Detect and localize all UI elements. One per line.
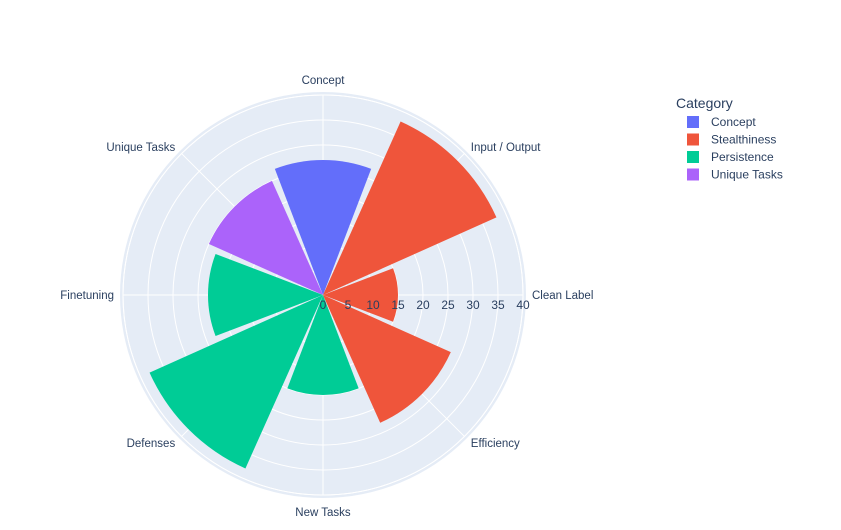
angular-label-concept: Concept bbox=[302, 75, 346, 87]
legend-swatch bbox=[687, 151, 699, 163]
angular-label-clean-label: Clean Label bbox=[532, 290, 593, 302]
angular-label-input-output: Input / Output bbox=[471, 142, 541, 154]
radial-tick-label: 0 bbox=[320, 298, 327, 312]
radial-tick-label: 5 bbox=[345, 298, 352, 312]
bar-efficiency bbox=[323, 295, 451, 423]
legend-entry: Concept bbox=[711, 115, 756, 129]
angular-label-finetuning: Finetuning bbox=[60, 290, 114, 302]
polar-bars bbox=[149, 121, 497, 469]
legend-swatch bbox=[687, 168, 699, 181]
radial-tick-label: 20 bbox=[416, 298, 430, 312]
legend-entry: Unique Tasks bbox=[711, 168, 783, 182]
bar-input-output bbox=[323, 121, 497, 295]
bar-new-tasks bbox=[287, 295, 359, 395]
radial-tick-label: 40 bbox=[516, 298, 530, 312]
radial-tick-label: 35 bbox=[491, 298, 505, 312]
legend-swatch bbox=[687, 116, 699, 128]
angular-label-defenses: Defenses bbox=[127, 438, 176, 450]
bar-defenses bbox=[149, 295, 323, 469]
angular-label-unique-tasks: Unique Tasks bbox=[106, 142, 175, 154]
bar-finetuning bbox=[208, 253, 323, 337]
radial-axis-ticks: 0 5 10 15 20 25 30 35 40 bbox=[320, 298, 530, 312]
legend-entry: Persistence bbox=[711, 150, 774, 164]
legend-title: Category bbox=[676, 95, 733, 111]
bar-clean-label bbox=[323, 268, 399, 322]
legend-entry: Stealthiness bbox=[711, 133, 776, 147]
angular-axis-labels: Concept Input / Output Clean Label Efficien… bbox=[60, 75, 593, 519]
angular-label-efficiency: Efficiency bbox=[471, 438, 520, 450]
angular-label-new-tasks: New Tasks bbox=[295, 507, 351, 519]
legend: Category Concept Stealthiness Persistence U… bbox=[676, 95, 783, 182]
radial-tick-label: 15 bbox=[391, 298, 405, 312]
radial-tick-label: 25 bbox=[441, 298, 455, 312]
legend-swatch bbox=[687, 133, 699, 146]
bar-unique-tasks bbox=[208, 180, 323, 295]
radial-tick-label: 10 bbox=[366, 298, 380, 312]
bar-concept bbox=[274, 159, 372, 295]
radial-tick-label: 30 bbox=[466, 298, 480, 312]
